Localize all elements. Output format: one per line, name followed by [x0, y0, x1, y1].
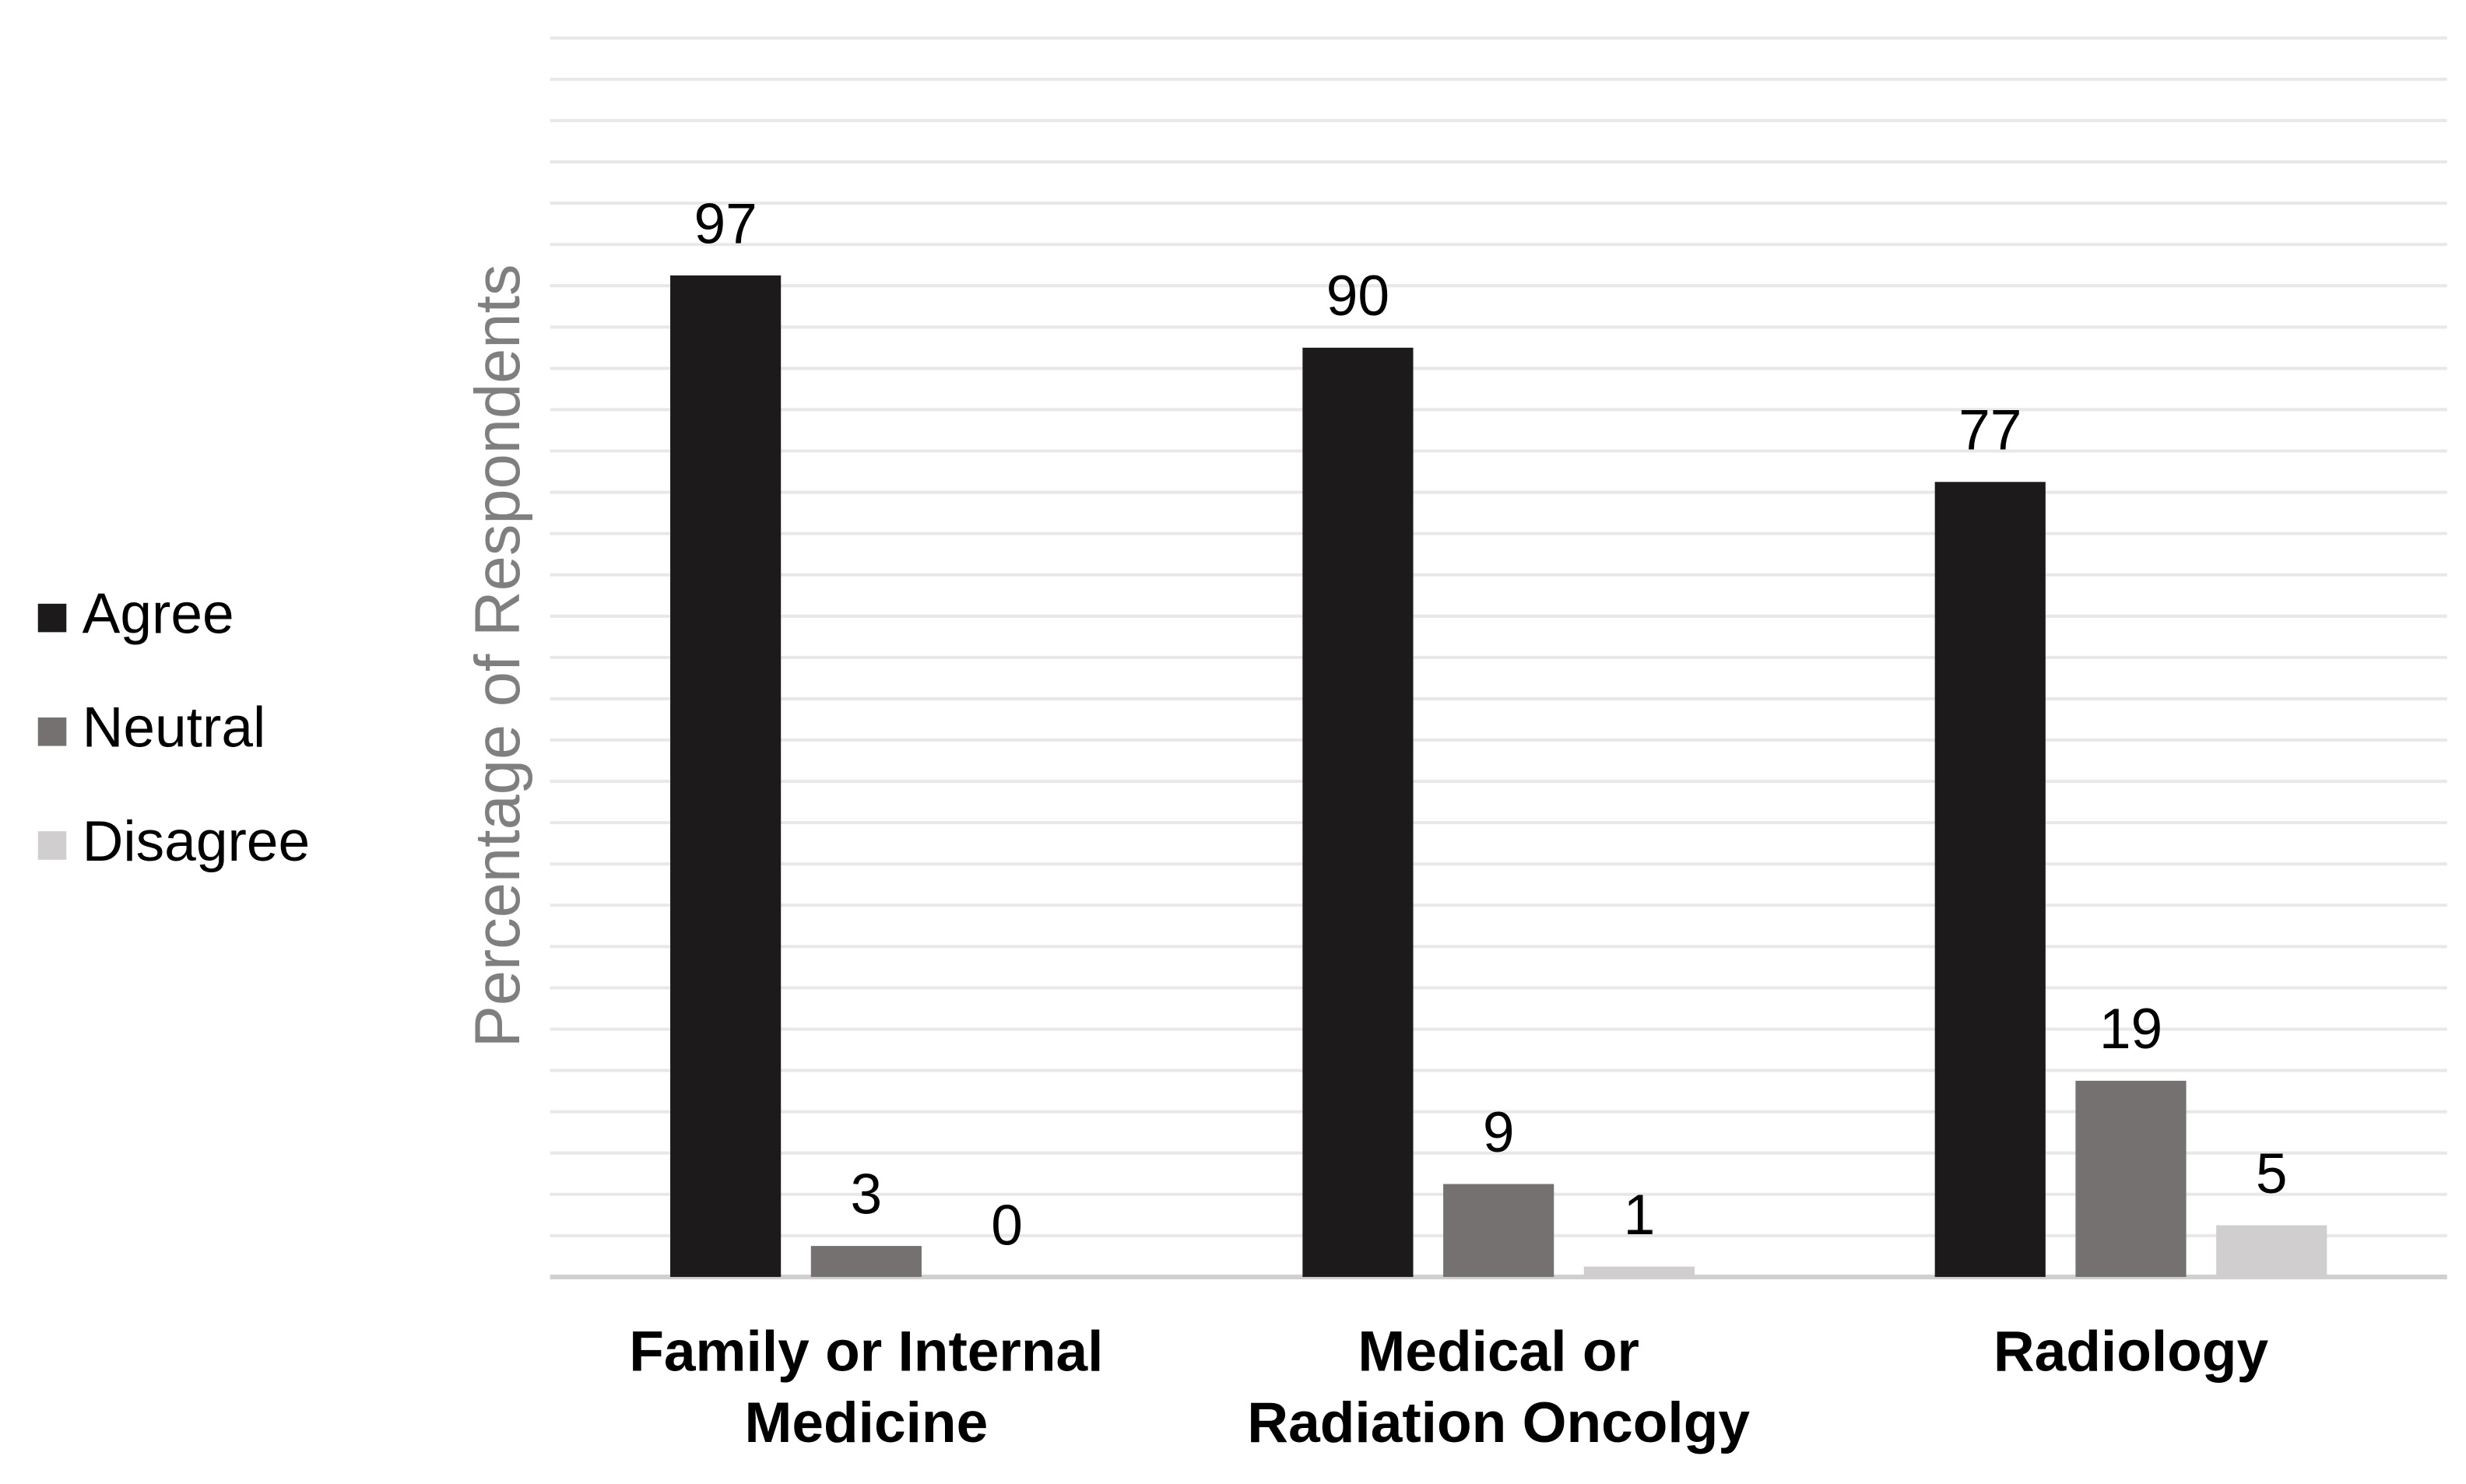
x-tick-label: Radiology — [1994, 1321, 2269, 1384]
bar — [2075, 1080, 2187, 1277]
y-axis-label: Percentage of Respondents — [462, 264, 533, 1047]
x-tick-label: Family or Internal Medicine — [629, 1321, 1103, 1454]
data-label: 97 — [694, 192, 757, 255]
legend-label: Neutral — [83, 696, 266, 760]
data-label: 9 — [1483, 1101, 1515, 1164]
bar — [2216, 1225, 2327, 1277]
x-tick-label: Medical or Radiation Oncolgy — [1247, 1321, 1750, 1454]
data-label: 0 — [991, 1194, 1023, 1257]
data-label: 90 — [1326, 265, 1389, 328]
legend-label: Agree — [83, 582, 234, 645]
data-label: 5 — [2256, 1142, 2288, 1205]
bar — [670, 275, 782, 1277]
x-tick-label-line: Radiation Oncolgy — [1247, 1391, 1750, 1454]
x-tick-label-line: Radiology — [1994, 1321, 2269, 1384]
data-label: 77 — [1958, 399, 2022, 462]
legend-label: Disagree — [83, 810, 311, 873]
bar — [1934, 482, 2046, 1277]
bar — [1443, 1184, 1554, 1277]
bar — [810, 1246, 922, 1277]
bar — [1583, 1266, 1695, 1277]
x-tick-label-line: Family or Internal — [629, 1321, 1103, 1384]
legend-swatch — [37, 831, 67, 860]
legend-swatch — [37, 603, 67, 633]
data-label: 3 — [851, 1163, 883, 1226]
x-tick-label-line: Medical or — [1358, 1321, 1639, 1384]
x-tick-label-line: Medicine — [744, 1391, 988, 1454]
legend-swatch — [37, 717, 67, 746]
bar — [1302, 347, 1414, 1277]
data-label: 19 — [2099, 998, 2162, 1061]
data-label: 1 — [1624, 1184, 1656, 1247]
